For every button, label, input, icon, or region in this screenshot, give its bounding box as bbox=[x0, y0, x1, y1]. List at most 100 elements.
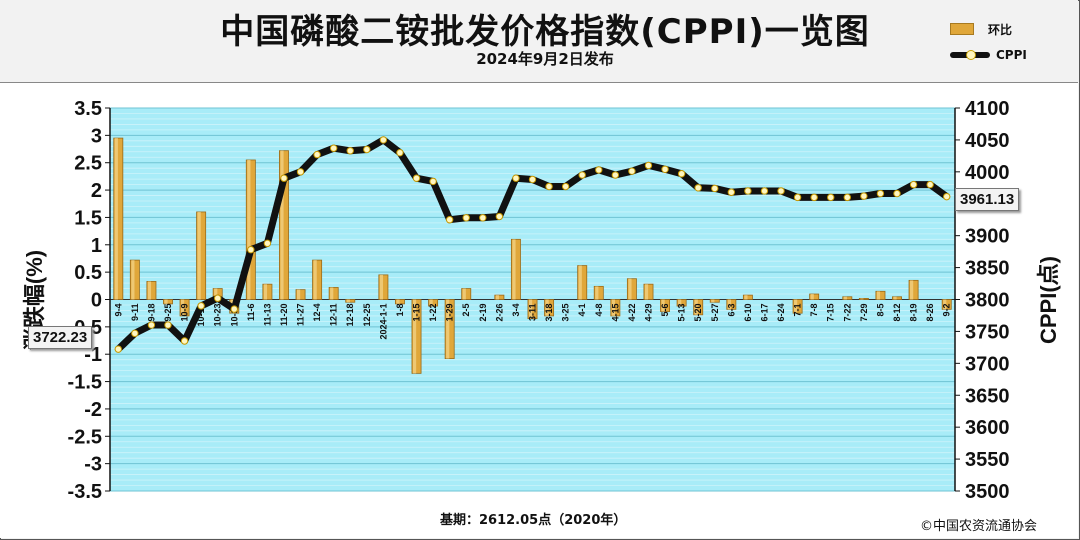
category-label: 1-29 bbox=[445, 304, 455, 322]
left-tick-label: 1.5 bbox=[74, 207, 102, 229]
bar-highlight bbox=[164, 299, 168, 304]
bar-highlight bbox=[313, 260, 317, 300]
cppi-point-6-24 bbox=[777, 187, 785, 195]
category-label: 7-29 bbox=[859, 304, 869, 322]
bar-highlight bbox=[412, 299, 417, 374]
category-label: 9-4 bbox=[113, 304, 123, 317]
category-label: 2-19 bbox=[478, 304, 488, 322]
bar-1-29 bbox=[444, 299, 455, 359]
cppi-point-9-25 bbox=[164, 321, 172, 329]
category-label: 8-12 bbox=[892, 304, 902, 322]
cppi-point-3-11 bbox=[528, 175, 537, 184]
bar-8-12 bbox=[892, 296, 902, 300]
bar-4-1 bbox=[577, 265, 588, 300]
bar-highlight bbox=[727, 299, 731, 310]
bar-9-4 bbox=[113, 137, 124, 300]
bar-5-27 bbox=[709, 299, 720, 303]
legend-item-bar: 环比 bbox=[950, 20, 1012, 38]
chart-legend: 环比 CPPI bbox=[950, 20, 1060, 70]
bar-8-5 bbox=[875, 290, 886, 300]
cppi-point-2-19 bbox=[479, 214, 487, 222]
category-label: 7-22 bbox=[842, 304, 852, 322]
category-label: 12-4 bbox=[312, 304, 322, 322]
bar-3-4 bbox=[510, 238, 521, 300]
bar-highlight bbox=[678, 299, 682, 307]
bar-highlight bbox=[429, 299, 433, 307]
bar-9-18 bbox=[146, 281, 157, 300]
cppi-point-12-18 bbox=[346, 147, 354, 155]
bar-9-25 bbox=[163, 299, 173, 305]
cppi-point-3-25 bbox=[561, 182, 570, 191]
chart-subtitle: 2024年9月2日发布 bbox=[476, 50, 614, 68]
bar-7-22 bbox=[842, 296, 853, 300]
left-tick-label: 3 bbox=[91, 125, 102, 147]
bar-highlight bbox=[711, 299, 715, 303]
cppi-point-8-26 bbox=[926, 180, 934, 189]
bar-highlight bbox=[330, 287, 334, 300]
cppi-point-1-15 bbox=[412, 174, 421, 182]
bar-9-11 bbox=[129, 259, 140, 300]
cppi-point-3-4 bbox=[512, 174, 520, 182]
bar-highlight bbox=[528, 299, 533, 319]
bar-highlight bbox=[446, 299, 450, 359]
bar-highlight bbox=[396, 299, 400, 304]
cppi-point-8-19 bbox=[909, 180, 918, 189]
right-tick-label: 4050 bbox=[965, 130, 1010, 152]
left-tick-label: 1 bbox=[91, 235, 102, 257]
bar-highlight bbox=[794, 299, 798, 314]
cppi-point-10-23 bbox=[213, 294, 222, 302]
bar-12-11 bbox=[328, 287, 339, 300]
left-tick-label: -1 bbox=[84, 344, 102, 366]
cppi-point-9-11 bbox=[131, 329, 139, 338]
legend-item-line: CPPI bbox=[950, 46, 1027, 64]
bar-highlight bbox=[810, 294, 814, 300]
category-label: 5-27 bbox=[710, 304, 720, 322]
category-label: 3-4 bbox=[511, 304, 521, 317]
bar-highlight bbox=[462, 288, 466, 300]
bar-highlight bbox=[280, 150, 284, 300]
bar-1-22 bbox=[428, 299, 439, 307]
left-tick-label: -2.5 bbox=[68, 426, 102, 448]
bar-highlight bbox=[578, 265, 582, 300]
bar-11-20 bbox=[279, 150, 289, 300]
category-label: 9-25 bbox=[163, 304, 173, 322]
left-tick-label: 3.5 bbox=[74, 98, 102, 120]
bar-5-6 bbox=[660, 299, 671, 312]
bar-2-26 bbox=[494, 294, 505, 300]
category-label: 8-26 bbox=[925, 304, 935, 322]
cppi-point-8-12 bbox=[893, 189, 901, 198]
right-tick-label: 3750 bbox=[965, 321, 1010, 343]
left-tick-label: 2.5 bbox=[74, 153, 102, 175]
left-tick-label: 2 bbox=[91, 180, 102, 202]
left-tick-label: -1.5 bbox=[68, 372, 102, 394]
bar-highlight bbox=[379, 274, 384, 300]
cppi-point-10-9 bbox=[180, 337, 189, 345]
bar-highlight bbox=[843, 296, 847, 300]
right-tick-label: 3850 bbox=[965, 258, 1010, 280]
bar-12-4 bbox=[312, 259, 323, 300]
category-label: 4-15 bbox=[610, 304, 620, 322]
category-label: 9-18 bbox=[146, 304, 156, 322]
category-label: 2-5 bbox=[461, 304, 471, 317]
right-tick-label: 4100 bbox=[965, 98, 1010, 120]
bar-highlight bbox=[611, 299, 615, 316]
bar-4-8 bbox=[593, 285, 604, 300]
bar-4-15 bbox=[610, 299, 621, 317]
bar-5-13 bbox=[676, 299, 687, 307]
base-period-note: 基期：2612.05点（2020年） bbox=[440, 513, 627, 528]
bar-highlight bbox=[744, 295, 748, 300]
bar-highlight bbox=[910, 280, 914, 300]
bar-7-29 bbox=[858, 298, 869, 300]
cppi-point-3-18 bbox=[545, 182, 553, 191]
cppi-point-2-5 bbox=[462, 214, 470, 222]
bar-highlight bbox=[131, 260, 135, 300]
cppi-point-1-8 bbox=[396, 148, 404, 157]
category-label: 6-17 bbox=[759, 304, 769, 322]
category-label: 4-1 bbox=[577, 304, 587, 317]
cppi-point-6-10 bbox=[744, 187, 752, 195]
bar-10-9 bbox=[179, 299, 190, 317]
cppi-point-11-13 bbox=[263, 239, 272, 248]
legend-bar-swatch bbox=[950, 23, 974, 35]
bar-3-11 bbox=[527, 299, 538, 320]
left-tick-label: 0 bbox=[91, 290, 102, 312]
